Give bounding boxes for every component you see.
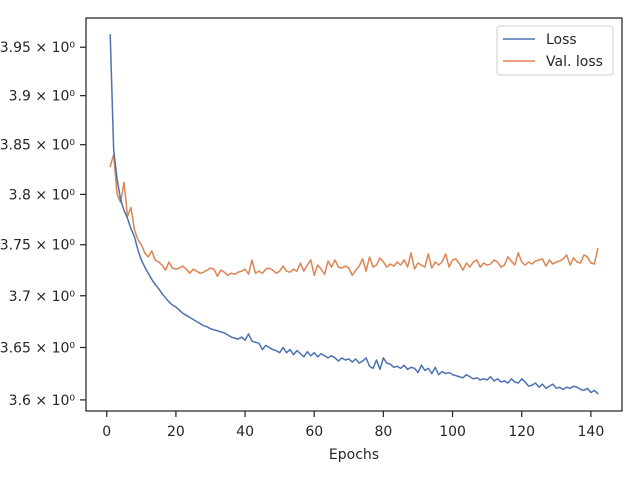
y-tick-label: 3.6 × 10⁰ [9, 393, 76, 409]
y-tick-label: 3.8 × 10⁰ [9, 187, 76, 203]
x-tick-label: 140 [578, 424, 605, 440]
plot-frame [85, 17, 623, 412]
x-tick-label: 60 [305, 424, 323, 440]
legend-label-0: Loss [546, 32, 577, 48]
y-tick-label: 3.95 × 10⁰ [0, 40, 75, 56]
series-line-1 [109, 153, 599, 278]
y-tick-label: 3.65 × 10⁰ [0, 340, 75, 356]
y-tick-label: 3.9 × 10⁰ [9, 89, 76, 105]
series-line-0 [109, 33, 599, 395]
legend: Loss Val. loss [496, 25, 614, 76]
x-tick-label: 120 [508, 424, 535, 440]
legend-label-1: Val. loss [546, 54, 603, 70]
x-tick-label: 0 [102, 424, 111, 440]
x-axis-title: Epochs [329, 447, 379, 463]
x-axis: 0 20 40 60 80 100 120 140 [102, 411, 604, 440]
x-tick-label: 40 [236, 424, 254, 440]
x-tick-label: 80 [374, 424, 392, 440]
y-axis: 3.6 × 10⁰ 3.65 × 10⁰ 3.7 × 10⁰ 3.75 × 10⁰ 3.… [0, 40, 86, 409]
y-tick-label: 3.75 × 10⁰ [0, 238, 75, 254]
plot-lines [109, 33, 599, 395]
x-tick-label: 20 [167, 424, 185, 440]
x-tick-label: 100 [439, 424, 466, 440]
y-tick-label: 3.7 × 10⁰ [9, 289, 76, 305]
y-tick-label: 3.85 × 10⁰ [0, 138, 75, 154]
